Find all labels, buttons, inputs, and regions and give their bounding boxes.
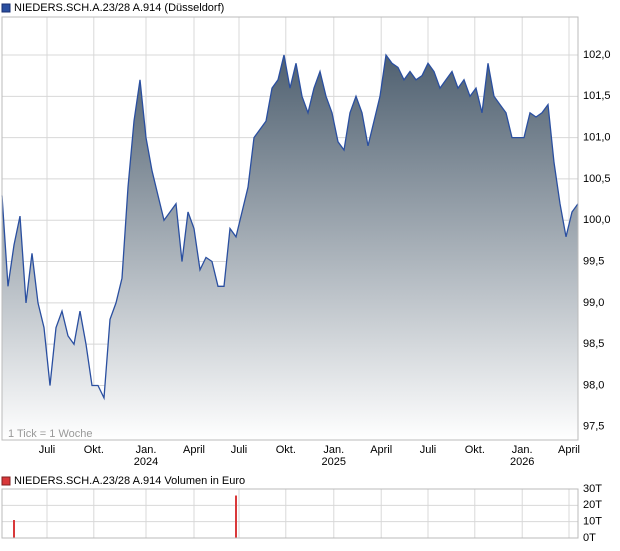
x-tick-label: Okt.	[465, 444, 485, 456]
y-tick-label: 99,0	[583, 297, 604, 309]
x-tick-label: Juli	[420, 444, 437, 456]
y-tick-label: 20T	[583, 499, 602, 511]
x-tick-label: Jan.	[323, 444, 344, 456]
x-tick-label: Juli	[39, 444, 56, 456]
x-tick-label: April	[183, 444, 205, 456]
plot-frame	[1, 488, 579, 539]
legend-label: NIEDERS.SCH.A.23/28 A.914 (Düsseldorf)	[14, 2, 224, 14]
y-tick-label: 10T	[583, 516, 602, 528]
y-tick-label: 102,0	[583, 49, 611, 61]
x-year-label: 2024	[134, 456, 158, 468]
x-tick-label: Juli	[231, 444, 248, 456]
x-year-label: 2025	[322, 456, 346, 468]
x-year-label: 2026	[510, 456, 534, 468]
y-tick-label: 100,0	[583, 214, 611, 226]
y-tick-label: 100,5	[583, 173, 611, 185]
y-tick-label: 97,5	[583, 421, 604, 433]
volume-title: NIEDERS.SCH.A.23/28 A.914 Volumen in Eur…	[14, 475, 245, 487]
y-tick-label: 99,5	[583, 255, 604, 267]
plot-frame	[1, 16, 579, 441]
x-tick-label: April	[558, 444, 580, 456]
y-tick-label: 101,5	[583, 90, 611, 102]
volume-bar	[235, 495, 237, 538]
y-tick-label: 101,0	[583, 132, 611, 144]
x-tick-label: Okt.	[84, 444, 104, 456]
legend-swatch	[1, 3, 11, 13]
price-area	[2, 55, 578, 440]
y-tick-label: 98,0	[583, 379, 604, 391]
x-tick-label: April	[370, 444, 392, 456]
price-line	[1, 53, 579, 401]
y-tick-label: 0T	[583, 532, 596, 544]
x-tick-label: Jan.	[512, 444, 533, 456]
y-tick-label: 30T	[583, 483, 602, 495]
x-tick-label: Okt.	[276, 444, 296, 456]
note: 1 Tick = 1 Woche	[8, 428, 92, 440]
x-tick-label: Jan.	[136, 444, 157, 456]
volume-bar	[13, 520, 15, 538]
y-tick-label: 98,5	[583, 338, 604, 350]
legend-swatch	[1, 476, 11, 486]
